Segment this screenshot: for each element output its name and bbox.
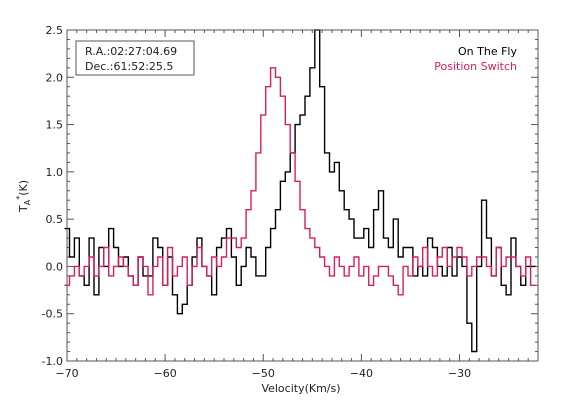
x-tick-label: −30 [448, 367, 471, 380]
y-axis-label-sup: * [15, 196, 24, 200]
y-axis-label: TA*(K) [15, 180, 32, 213]
y-tick-label: 0.5 [46, 213, 64, 226]
x-tick-label: −40 [350, 367, 373, 380]
legend: On The Fly Position Switch [434, 45, 517, 73]
y-tick-label: 2.5 [46, 24, 64, 37]
y-axis-label-unit: (K) [17, 180, 30, 196]
y-axis-label-main: T [17, 205, 30, 213]
dec-label: Dec.:61:52:25.5 [85, 60, 173, 73]
series-line-position-switch [64, 67, 536, 296]
x-tick-label: −70 [55, 367, 78, 380]
coordinates-box [75, 40, 195, 76]
ra-label: R.A.:02:27:04.69 [85, 45, 177, 58]
y-tick-label: 0.0 [46, 260, 64, 273]
plot-frame [66, 29, 539, 362]
y-tick-label: -0.5 [42, 308, 63, 321]
series-lines [64, 29, 536, 353]
x-tick-label: −50 [252, 367, 275, 380]
legend-on-the-fly: On The Fly [458, 45, 517, 58]
x-tick-label: −60 [154, 367, 177, 380]
x-axis-label: Velocity(Km/s) [261, 382, 340, 395]
y-tick-label: -1.0 [42, 355, 63, 368]
y-tick-label: 2.0 [46, 71, 64, 84]
y-tick-label: 1.0 [46, 166, 64, 179]
legend-position-switch: Position Switch [434, 60, 517, 73]
y-tick-label: 1.5 [46, 119, 64, 132]
y-axis-label-sub: A [23, 199, 32, 205]
